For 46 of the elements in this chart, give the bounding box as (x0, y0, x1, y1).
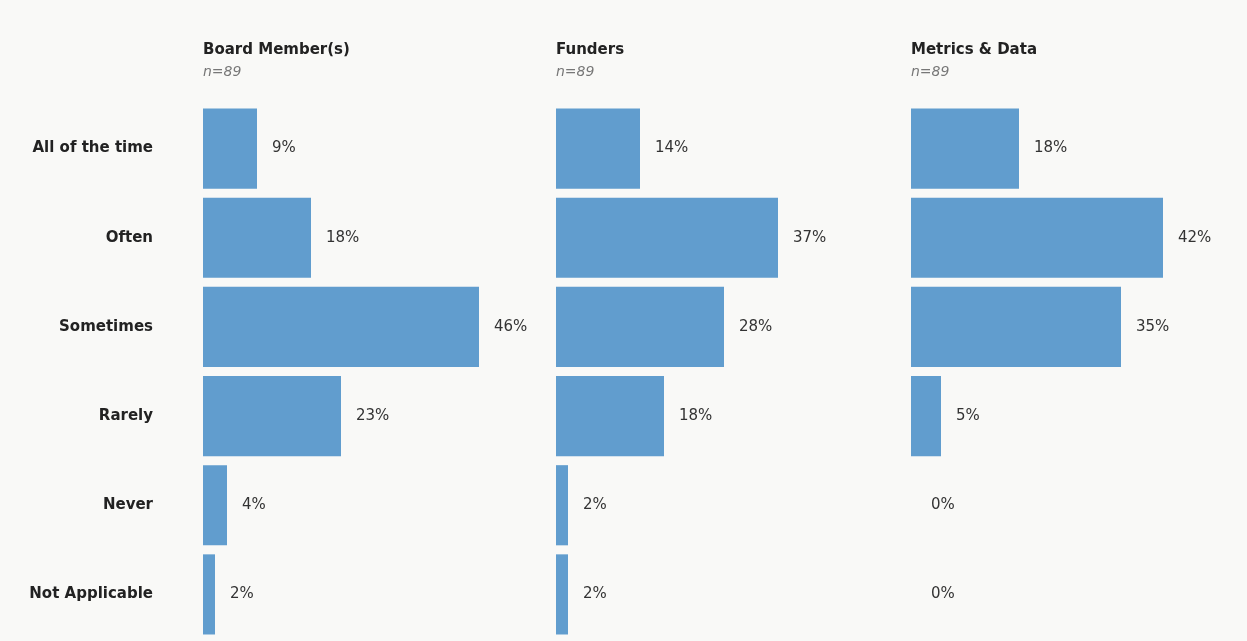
data-label: 14% (655, 138, 689, 157)
chart-subtitle: n=89 (556, 63, 595, 79)
bar (556, 465, 568, 546)
data-label: 37% (793, 227, 827, 246)
data-label: 23% (356, 405, 390, 424)
data-label: 2% (583, 495, 607, 514)
y-tick-label: Often (105, 227, 153, 246)
bar (911, 286, 1121, 367)
chart-subtitle: n=89 (911, 63, 950, 79)
bar (203, 376, 341, 457)
bar (203, 465, 227, 546)
y-tick-label: Rarely (98, 405, 154, 424)
data-label: 18% (1034, 138, 1068, 157)
y-tick-label: Not Applicable (29, 584, 153, 603)
data-label: 35% (1136, 316, 1170, 335)
bar (556, 376, 664, 457)
data-label: 18% (326, 227, 360, 246)
data-label: 42% (1178, 227, 1212, 246)
bar (556, 108, 640, 189)
data-label: 0% (931, 584, 955, 603)
bar (203, 554, 215, 635)
y-tick-label: All of the time (32, 138, 153, 157)
y-tick-label: Sometimes (59, 316, 154, 335)
bar (911, 197, 1163, 278)
bar (556, 286, 724, 367)
chart-title: Board Member(s) (203, 40, 350, 58)
bar (911, 108, 1019, 189)
data-label: 18% (679, 405, 713, 424)
data-label: 5% (956, 405, 980, 424)
chart-subtitle: n=89 (203, 63, 242, 79)
data-label: 4% (242, 495, 266, 514)
bar (911, 376, 941, 457)
bar (556, 197, 778, 278)
data-label: 46% (494, 316, 528, 335)
bar (556, 554, 568, 635)
y-tick-label: Never (102, 495, 154, 514)
bar (203, 286, 479, 367)
bar (203, 108, 257, 189)
chart-title: Metrics & Data (911, 40, 1038, 58)
data-label: 2% (583, 584, 607, 603)
data-label: 0% (931, 495, 955, 514)
bar (203, 197, 311, 278)
data-label: 28% (739, 316, 773, 335)
data-label: 2% (230, 584, 254, 603)
chart-title: Funders (556, 40, 625, 58)
data-label: 9% (272, 138, 296, 157)
